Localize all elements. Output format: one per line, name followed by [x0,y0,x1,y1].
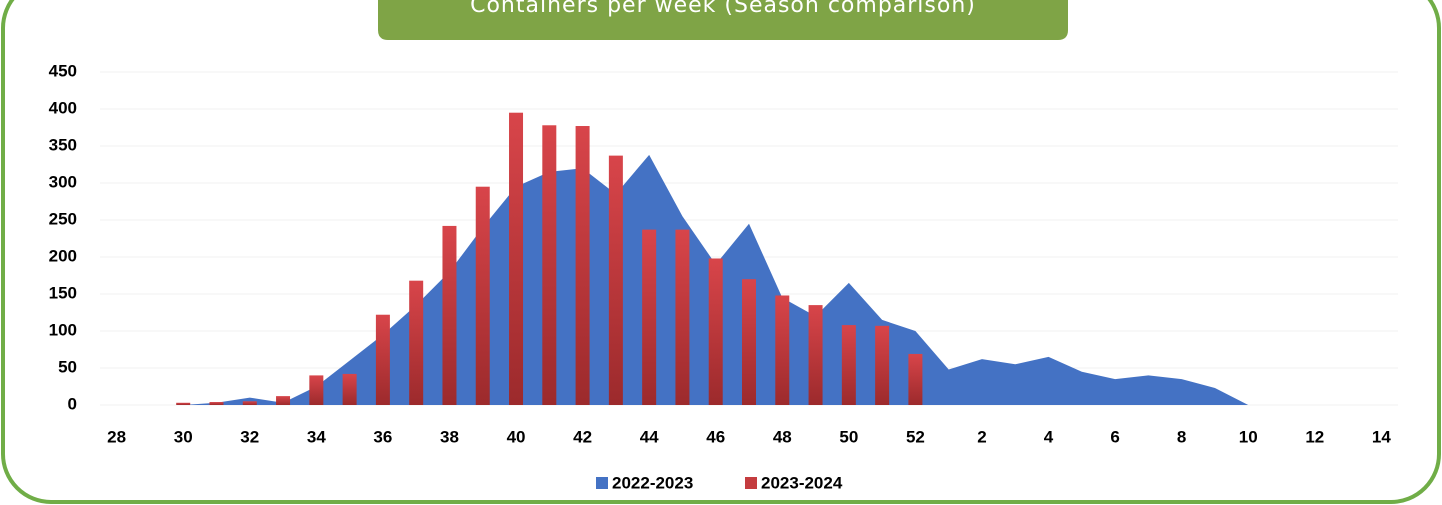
bar [808,305,823,405]
bar [675,229,690,405]
legend-swatch [596,477,608,489]
x-tick-label: 36 [373,427,392,446]
y-tick-label: 100 [49,320,77,339]
y-tick-label: 50 [58,357,77,376]
bar [708,258,723,405]
bar [575,126,590,406]
x-tick-label: 10 [1239,427,1258,446]
y-tick-label: 400 [49,98,77,117]
y-tick-label: 200 [49,246,77,265]
x-tick-label: 40 [507,427,526,446]
bar [542,125,557,405]
x-tick-label: 52 [906,427,925,446]
x-tick-label: 50 [839,427,858,446]
x-tick-label: 32 [240,427,259,446]
bar [742,279,756,405]
bar [242,401,257,405]
y-tick-label: 150 [49,283,77,302]
bar [409,280,424,405]
x-tick-label: 2 [977,427,986,446]
x-tick-label: 46 [706,427,725,446]
bar [608,155,623,405]
bar [642,229,657,405]
legend-label: 2022-2023 [612,473,693,492]
x-tick-label: 38 [440,427,459,446]
x-tick-label: 44 [640,427,659,446]
bar [875,325,890,405]
legend-swatch [745,477,757,489]
y-tick-label: 450 [49,61,77,80]
x-tick-label: 42 [573,427,592,446]
y-tick-label: 0 [68,394,77,413]
bar [342,373,357,405]
bar [309,375,324,405]
x-tick-label: 48 [773,427,792,446]
bar [209,402,224,405]
y-tick-label: 300 [49,172,77,191]
bar [509,112,524,405]
x-tick-label: 4 [1044,427,1054,446]
bar [475,186,490,405]
legend-label: 2023-2024 [761,473,843,492]
y-tick-label: 350 [49,135,77,154]
bar [442,225,457,405]
x-tick-label: 34 [307,427,326,446]
x-tick-label: 28 [107,427,126,446]
bar [908,353,923,405]
title-tab [378,0,1068,40]
bar [775,295,790,405]
bar [841,325,856,405]
x-tick-label: 14 [1372,427,1391,446]
bar [176,402,191,405]
x-tick-label: 8 [1177,427,1186,446]
y-tick-label: 250 [49,209,77,228]
x-tick-label: 12 [1305,427,1324,446]
chart-title: Containers per week (Season comparison) [470,0,976,18]
x-tick-label: 6 [1110,427,1119,446]
bar [276,396,291,405]
x-tick-label: 30 [174,427,193,446]
bar [375,314,390,405]
